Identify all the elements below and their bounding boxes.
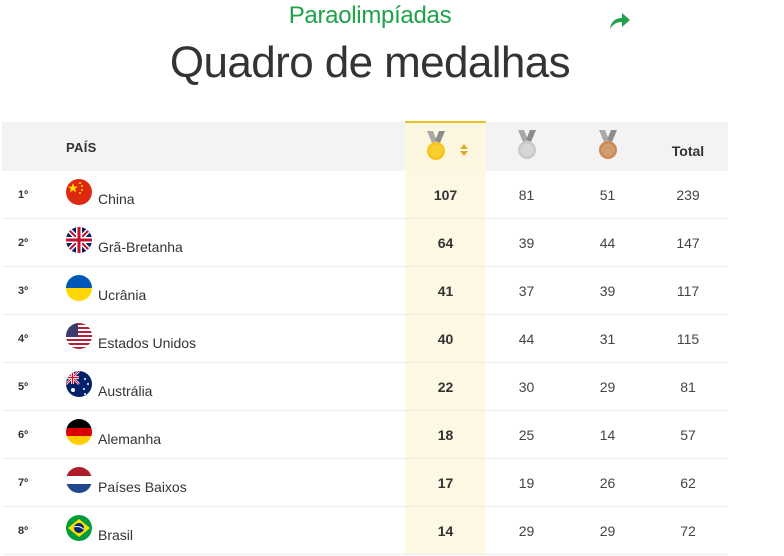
- rank-cell: 7º: [2, 458, 62, 507]
- table-row[interactable]: 2º: [2, 218, 728, 267]
- total-count: 117: [648, 266, 728, 315]
- rank-cell: 2º: [2, 218, 62, 267]
- country-name[interactable]: Brasil: [98, 526, 134, 543]
- country-name[interactable]: Estados Unidos: [98, 334, 197, 351]
- section-kicker[interactable]: Paraolimpíadas: [288, 2, 452, 29]
- gold-count: 14: [405, 506, 486, 555]
- country-name[interactable]: Ucrânia: [98, 286, 147, 303]
- header-country-label: PAÍS: [66, 139, 97, 155]
- bronze-count: 51: [567, 171, 648, 219]
- bronze-count: 14: [567, 410, 648, 459]
- table-row[interactable]: 1º China: [2, 171, 728, 219]
- page-title: Quadro de medalhas: [169, 38, 571, 87]
- country-name[interactable]: Países Baixos: [98, 478, 187, 495]
- table-row[interactable]: 8º Brasil 14: [2, 506, 728, 555]
- united-states-flag-icon: [66, 322, 92, 349]
- country-name[interactable]: Austrália: [98, 382, 153, 399]
- gold-count: 107: [405, 171, 486, 219]
- silver-count: 30: [486, 362, 567, 411]
- bronze-medal-icon: [595, 129, 621, 164]
- bronze-count: 29: [567, 362, 648, 411]
- silver-count: 39: [486, 218, 567, 267]
- medal-table: PAÍS: [2, 121, 728, 555]
- total-count: 147: [648, 218, 728, 267]
- table-row[interactable]: 6º Alemanha 18 25: [2, 410, 728, 459]
- bronze-count: 26: [567, 458, 648, 507]
- germany-flag-icon: [66, 418, 92, 445]
- header-bronze[interactable]: [567, 122, 648, 171]
- brazil-flag-icon: [66, 514, 92, 541]
- silver-count: 19: [486, 458, 567, 507]
- total-count: 62: [648, 458, 728, 507]
- gold-count: 64: [405, 218, 486, 267]
- rank-cell: 3º: [2, 266, 62, 315]
- rank-cell: 8º: [2, 506, 62, 555]
- gold-count: 22: [405, 362, 486, 411]
- table-row[interactable]: 5º: [2, 362, 728, 411]
- table-row[interactable]: 4º: [2, 314, 728, 363]
- gold-count: 18: [405, 410, 486, 459]
- total-count: 57: [648, 410, 728, 459]
- gold-count: 17: [405, 458, 486, 507]
- sort-arrows-icon[interactable]: [460, 143, 469, 159]
- rank-cell: 5º: [2, 362, 62, 411]
- rank-cell: 4º: [2, 314, 62, 363]
- silver-count: 44: [486, 314, 567, 363]
- silver-count: 37: [486, 266, 567, 315]
- gold-count: 41: [405, 266, 486, 315]
- gold-medal-icon: [423, 130, 449, 165]
- bronze-count: 44: [567, 218, 648, 267]
- gold-count: 40: [405, 314, 486, 363]
- ukraine-flag-icon: [66, 274, 92, 301]
- header-total-label: Total: [671, 142, 705, 159]
- silver-count: 81: [486, 171, 567, 219]
- share-icon[interactable]: [606, 9, 632, 33]
- header-rank: [2, 122, 62, 171]
- total-count: 239: [648, 171, 728, 219]
- great-britain-flag-icon: [66, 226, 92, 253]
- country-name[interactable]: Alemanha: [98, 430, 162, 447]
- rank-cell: 6º: [2, 410, 62, 459]
- total-count: 72: [648, 506, 728, 555]
- header-gold[interactable]: [405, 121, 486, 171]
- silver-medal-icon: [514, 129, 540, 164]
- silver-count: 29: [486, 506, 567, 555]
- header-country[interactable]: PAÍS: [62, 122, 405, 171]
- silver-count: 25: [486, 410, 567, 459]
- bronze-count: 31: [567, 314, 648, 363]
- bronze-count: 39: [567, 266, 648, 315]
- bronze-count: 29: [567, 506, 648, 555]
- table-header-row: PAÍS: [2, 121, 728, 171]
- header-silver[interactable]: [486, 122, 567, 171]
- table-row[interactable]: 7º Países Baixos 17 19: [2, 458, 728, 507]
- table-row[interactable]: 3º Ucrânia 41 37 39 117: [2, 266, 728, 315]
- header-total[interactable]: Total: [648, 122, 728, 171]
- country-name[interactable]: China: [98, 190, 135, 207]
- china-flag-icon: [66, 178, 92, 205]
- australia-flag-icon: [66, 370, 92, 397]
- netherlands-flag-icon: [66, 466, 92, 493]
- total-count: 81: [648, 362, 728, 411]
- total-count: 115: [648, 314, 728, 363]
- rank-cell: 1º: [2, 171, 62, 219]
- country-name[interactable]: Grã-Bretanha: [98, 238, 183, 255]
